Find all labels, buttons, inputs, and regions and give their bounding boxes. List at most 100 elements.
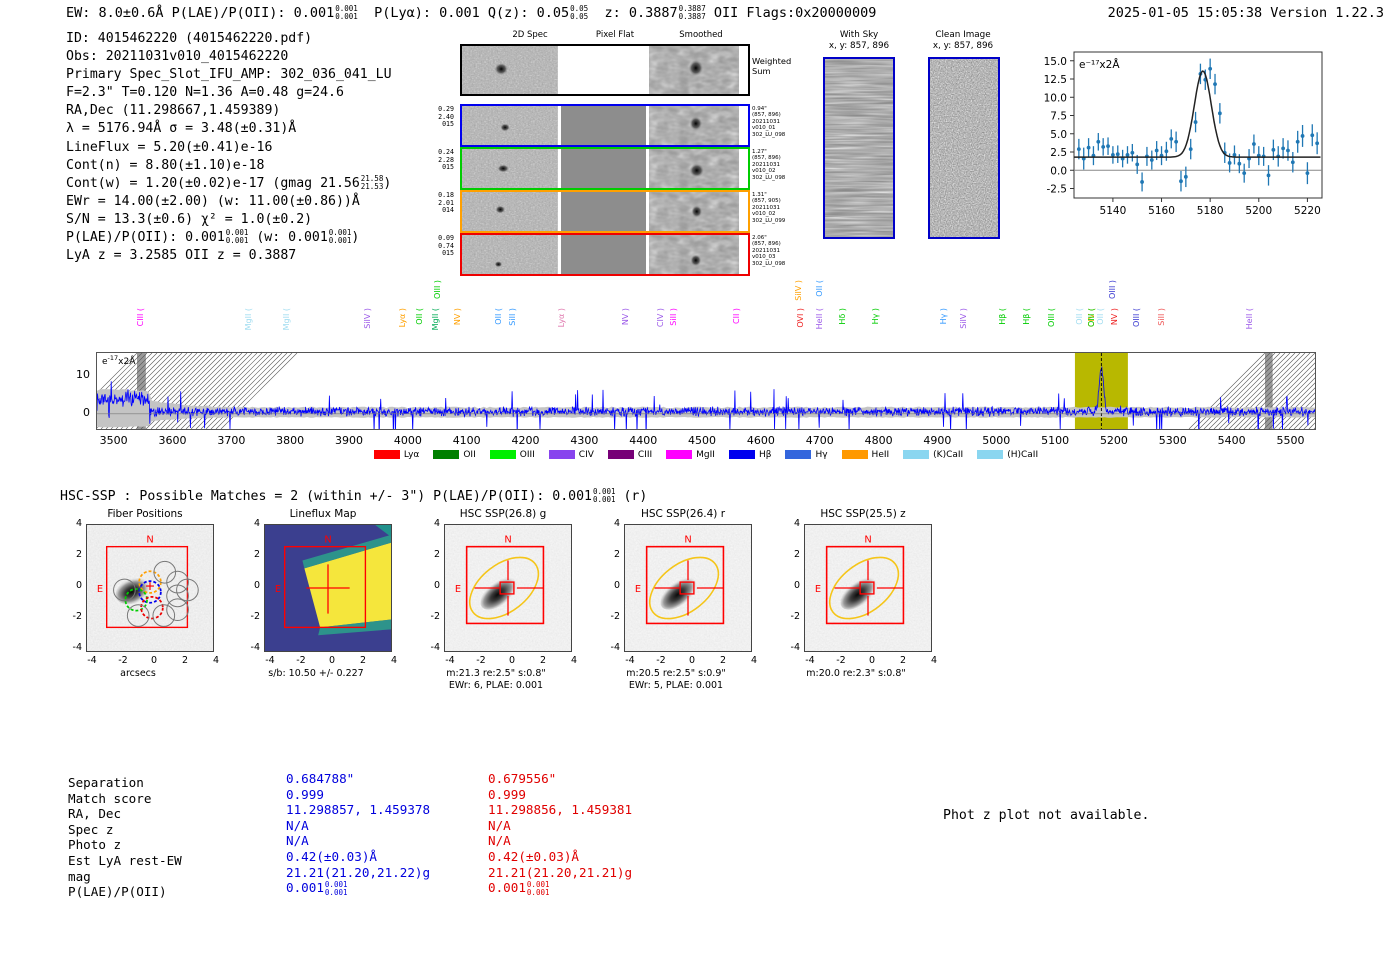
info-lambda-sigma: λ = 5176.94Å σ = 3.48(±0.31)Å [66,121,297,137]
panel-caption: s/b: 10.50 +/- 0.227 [268,668,364,679]
cutout-panel-2: HSC SSP(26.8) g N E 4 2 0 -2 -4 -4 -2 0 2 4 m:21.3 r… [418,508,588,708]
fiber-2dspec [462,149,558,188]
info-ewr: EWr = 14.00(±2.00) (w: 11.00(±0.86))Å [66,193,360,209]
match-row-label: RA, Dec [68,806,122,822]
emission-line-label: MgII ( [282,308,292,331]
svg-text:E: E [455,584,461,595]
svg-text:5200: 5200 [1245,205,1272,217]
info-plae: P(LAE)/P(OII): 0.001 0.001 0.001 (w: 0.001… [66,228,360,246]
photz-note: Phot z plot not available. [943,808,1150,823]
emission-line-label: OIII ) [1107,280,1117,300]
panel-ytick: 4 [433,518,440,529]
match-col2-value: 21.21(21.20,21.21)g [488,864,633,880]
fiber-right-labels: 0.94" (857, 896) 20211031 v010_01 302_LU_098 [752,106,786,138]
match-row-label: Spec z [68,821,114,837]
fiber-row [460,190,750,233]
legend-swatch [666,450,693,459]
col-title-pixelflat: Pixel Flat [595,30,635,40]
panel-xtick: 0 [688,655,696,666]
panel-xtick: 2 [359,655,367,666]
svg-text:5220: 5220 [1294,205,1321,217]
fiber-pixelflat [560,235,647,274]
legend-item: Hγ [785,450,828,460]
svg-text:10.0: 10.0 [1044,92,1067,104]
panel-ytick: -4 [72,642,82,653]
fiber-left-labels: 0.09 0.74 015 [438,234,454,258]
spectrum-xtick: 3700 [217,434,246,447]
match-col2-value: 0.679556" [488,771,557,786]
fiber-2dspec [462,235,558,274]
spectrum-xtick: 5400 [1217,434,1246,447]
legend-swatch [977,450,1004,459]
emission-line-label: SiII ) [1157,308,1167,326]
legend-item: HeII [841,450,889,460]
info-sn-chi2: S/N = 13.3(±0.6) χ² = 1.0(±0.2) [66,211,313,227]
fiber-smoothed [649,106,740,145]
fiber-pixelflat [560,106,647,145]
spectrum-ytick: 0 [83,405,90,419]
emission-line-label: HeII ( [1245,308,1255,330]
z-fraction: 0.3887 0.3887 [678,4,706,21]
legend-label: Lyα [403,450,420,460]
cutout-panel-4: HSC SSP(25.5) z N E 4 2 0 -2 -4 -4 -2 0 2 4 m:20.0 r… [778,508,948,708]
panel-xtick: 0 [508,655,516,666]
legend-swatch [728,450,755,459]
info-obs: Obs: 20211031v010_4015462220 [66,49,289,65]
legend-label: OIII [519,450,535,460]
match-col1-value: N/A [286,817,309,833]
emission-line-label: NV ) [1110,308,1120,326]
panel-ytick: 0 [613,580,620,591]
panel-ytick: 0 [793,580,800,591]
svg-text:5140: 5140 [1100,205,1127,217]
panel-ytick: 4 [613,518,620,529]
match-col1-value: 21.21(21.20,21.22)g [286,864,431,880]
weighted-sum-2dspec [462,46,558,94]
panel-ytick: 4 [253,518,260,529]
emission-line-label: CIII ( [135,308,145,327]
panel-ytick: 0 [253,580,260,591]
spectrum-xtick: 5500 [1276,434,1305,447]
spectrum-xtick: 5200 [1099,434,1128,447]
spectrum-xtick: 4500 [688,434,717,447]
svg-text:12.5: 12.5 [1044,74,1067,86]
info-radec: RA,Dec (11.298667,1.459389) [66,103,281,119]
spectrum-xtick: 4700 [805,434,834,447]
emission-line-label: MgII ( [431,308,441,331]
panel-xtick: -2 [836,655,846,666]
match-row-label: Est LyA rest-EW [68,853,182,868]
legend-swatch [548,450,575,459]
flux-units-annotation: e-17x2Å [102,354,136,367]
panel-xtick: 2 [899,655,907,666]
emission-line-label: OIII ( [1132,308,1142,328]
hsc-filter: (r) [623,489,648,504]
hsc-matches-text: HSC-SSP : Possible Matches = 2 (within +… [60,489,592,504]
info-cont-n: Cont(n) = 8.80(±1.10)e-18 [66,157,265,173]
panel-ytick: -4 [250,642,260,653]
panel-ytick: 2 [433,549,440,560]
svg-text:E: E [815,584,821,595]
fiber-pixelflat [560,192,647,231]
clean-image-title: Clean Image x, y: 857, 896 [932,30,994,51]
legend-swatch [903,450,930,459]
emission-line-label: OII ( [1095,308,1105,325]
legend-swatch [785,450,812,459]
spectrum-xtick: 5300 [1158,434,1187,447]
match-col1-value: N/A [286,833,309,849]
panel-ytick: -2 [72,611,82,622]
panel-xtick: -2 [296,655,306,666]
fiber-left-labels: 0.24 2.28 015 [438,148,454,172]
fiber-2dspec [462,192,558,231]
spectrum-xtick: 4400 [629,434,658,447]
emission-line-label: OIII ( [1086,308,1096,328]
2d-spectra-montage: 2D Spec Pixel Flat Smoothed [438,30,791,280]
spectrum-xtick: 5000 [982,434,1011,447]
svg-text:N: N [684,535,691,546]
legend-swatch [373,450,400,459]
cutout-panel-3: HSC SSP(26.4) r N E 4 2 0 -2 -4 -4 -2 0 2 4 m:20.5 r… [598,508,768,708]
fiber-row [460,104,750,147]
panel-xtick: -2 [656,655,666,666]
svg-text:E: E [635,584,641,595]
fiber-right-labels: 1.31" (857, 905) 20211031 v010_02 302_LU_099 [752,192,786,224]
header-plya-qz: P(Lyα): 0.001 Q(z): 0.05 [374,5,570,21]
spectrum-xtick: 4000 [393,434,422,447]
